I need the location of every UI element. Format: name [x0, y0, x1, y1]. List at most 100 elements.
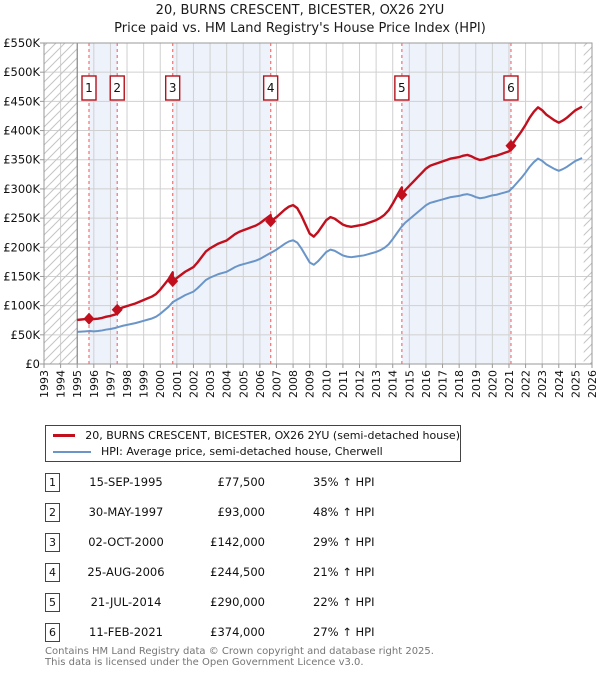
x-axis-tick-label: 2006	[254, 370, 267, 398]
no-data-hatch-right	[583, 43, 592, 364]
sale-vs-hpi: 22% ↑ HPI	[313, 595, 375, 609]
sale-number-badge: 5	[45, 593, 60, 612]
sale-number-box	[262, 75, 279, 101]
sale-number-box	[394, 75, 410, 101]
x-axis-tick-label: 2007	[270, 370, 283, 398]
sale-number-badge: 3	[45, 533, 60, 552]
y-axis-tick-label: £500K	[3, 65, 40, 79]
sale-marker-diamond	[83, 312, 95, 325]
footer-line-1: Contains HM Land Registry data © Crown c…	[45, 646, 434, 657]
x-axis-tick-label: 2022	[520, 370, 533, 398]
sale-number-badge: 2	[45, 503, 60, 522]
x-axis-tick-label: 2012	[354, 370, 367, 398]
legend-row-hpi: HPI: Average price, semi-detached house,…	[46, 444, 460, 460]
x-axis-tick-label: 2010	[320, 370, 333, 398]
chart-title: 20, BURNS CRESCENT, BICESTER, OX26 2YU	[155, 3, 445, 18]
price-paid-line	[77, 105, 583, 322]
x-axis-tick-label: 2018	[453, 370, 466, 398]
x-axis-tick-label: 2002	[187, 370, 200, 398]
y-axis-tick-label: £250K	[3, 211, 40, 225]
x-axis-tick-label: 2020	[486, 370, 499, 398]
x-axis-tick-label: 2021	[503, 370, 516, 398]
sale-number-box	[503, 75, 519, 101]
sale-marker-diamond	[111, 303, 123, 316]
sale-date: 25-AUG-2006	[87, 565, 165, 579]
chart-subtitle: Price paid vs. HM Land Registry's House …	[114, 21, 486, 36]
sale-date: 21-JUL-2014	[90, 595, 162, 609]
no-data-hatch-left	[44, 43, 78, 364]
table-row: 4 25-AUG-2006 £244,500 21% ↑ HPI	[0, 563, 600, 585]
sale-price: £142,000	[210, 535, 265, 549]
sale-vs-hpi: 29% ↑ HPI	[313, 535, 375, 549]
hpi-line	[77, 157, 583, 333]
x-axis-tick-label: 2005	[237, 370, 250, 398]
sale-price: £290,000	[210, 595, 265, 609]
y-axis-tick-label: £350K	[3, 153, 40, 167]
x-axis-tick-label: 1995	[71, 370, 84, 398]
sale-number-box	[81, 75, 97, 101]
sale-vs-hpi: 48% ↑ HPI	[313, 505, 375, 519]
license-footer: Contains HM Land Registry data © Crown c…	[45, 646, 434, 668]
x-axis-tick-label: 2008	[287, 370, 300, 398]
sale-vs-hpi: 27% ↑ HPI	[313, 625, 375, 639]
table-row: 2 30-MAY-1997 £93,000 48% ↑ HPI	[0, 503, 600, 525]
y-axis-tick-label: £400K	[3, 124, 40, 138]
chart-legend: 20, BURNS CRESCENT, BICESTER, OX26 2YU (…	[45, 425, 461, 462]
x-axis-tick-label: 1996	[88, 370, 101, 398]
hpi-line-sample	[53, 450, 91, 453]
sale-number-box-label: 5	[398, 81, 406, 95]
x-axis-tick-label: 2001	[171, 370, 184, 398]
sale-number-box	[109, 75, 125, 101]
sale-number-box-label: 3	[169, 81, 177, 95]
x-axis-tick-label: 2000	[154, 370, 167, 398]
sale-date: 15-SEP-1995	[89, 475, 163, 489]
legend-label-price-paid: 20, BURNS CRESCENT, BICESTER, OX26 2YU (…	[85, 428, 460, 442]
footer-line-2: This data is licensed under the Open Gov…	[45, 657, 364, 668]
y-axis-tick-label: £150K	[3, 269, 40, 283]
x-axis-tick-label: 2025	[569, 370, 582, 398]
legend-label-hpi: HPI: Average price, semi-detached house,…	[101, 445, 383, 459]
sale-price: £93,000	[217, 505, 265, 519]
x-axis-tick-label: 2015	[403, 370, 416, 398]
legend-row-price-paid: 20, BURNS CRESCENT, BICESTER, OX26 2YU (…	[46, 427, 460, 443]
x-axis-tick-label: 1999	[138, 370, 151, 398]
y-axis-tick-label: £300K	[3, 182, 40, 196]
x-axis-tick-label: 2026	[586, 370, 599, 398]
y-axis-tick-label: £200K	[3, 240, 40, 254]
price-line-sample	[53, 433, 76, 437]
x-axis-tick-label: 2009	[304, 370, 317, 398]
sale-marker-diamond	[167, 275, 179, 288]
sale-number-badge: 4	[45, 563, 60, 582]
ownership-band	[172, 43, 271, 364]
y-axis-tick-label: £450K	[3, 94, 40, 108]
y-axis-tick-label: £0	[25, 357, 40, 371]
x-axis-tick-label: 2019	[470, 370, 483, 398]
sale-date: 30-MAY-1997	[88, 505, 164, 519]
sale-number-badge: 6	[45, 623, 60, 642]
sale-price: £77,500	[217, 475, 265, 489]
table-row: 3 02-OCT-2000 £142,000 29% ↑ HPI	[0, 533, 600, 555]
x-axis-tick-label: 2017	[437, 370, 450, 398]
y-axis-tick-label: £550K	[3, 36, 40, 50]
x-axis-tick-label: 2016	[420, 370, 433, 398]
x-axis-tick-label: 1993	[38, 370, 51, 398]
sale-number-box-label: 2	[113, 81, 121, 95]
sale-marker-diamond	[505, 139, 517, 152]
sale-date: 11-FEB-2021	[89, 625, 163, 639]
price-history-plot: 1 2 3 4 5 6 £0 £50K £100K £150K £200K £250K £300K £35…	[3, 36, 599, 398]
sale-number-badge: 1	[45, 473, 60, 492]
ownership-band	[401, 43, 511, 364]
x-axis-tick-label: 2003	[204, 370, 217, 398]
sale-marker-diamond	[265, 215, 277, 228]
table-row: 1 15-SEP-1995 £77,500 35% ↑ HPI	[0, 473, 600, 495]
sale-vs-hpi: 21% ↑ HPI	[313, 565, 375, 579]
sale-marker-diamond	[396, 188, 408, 201]
x-axis-tick-label: 1994	[55, 370, 68, 398]
y-axis-tick-label: £50K	[11, 328, 41, 342]
y-axis-tick-label: £100K	[3, 299, 40, 313]
x-axis-tick-label: 2011	[337, 370, 350, 398]
table-row: 6 11-FEB-2021 £374,000 27% ↑ HPI	[0, 623, 600, 645]
x-axis-tick-label: 2014	[387, 370, 400, 398]
sale-number-box	[164, 75, 181, 101]
